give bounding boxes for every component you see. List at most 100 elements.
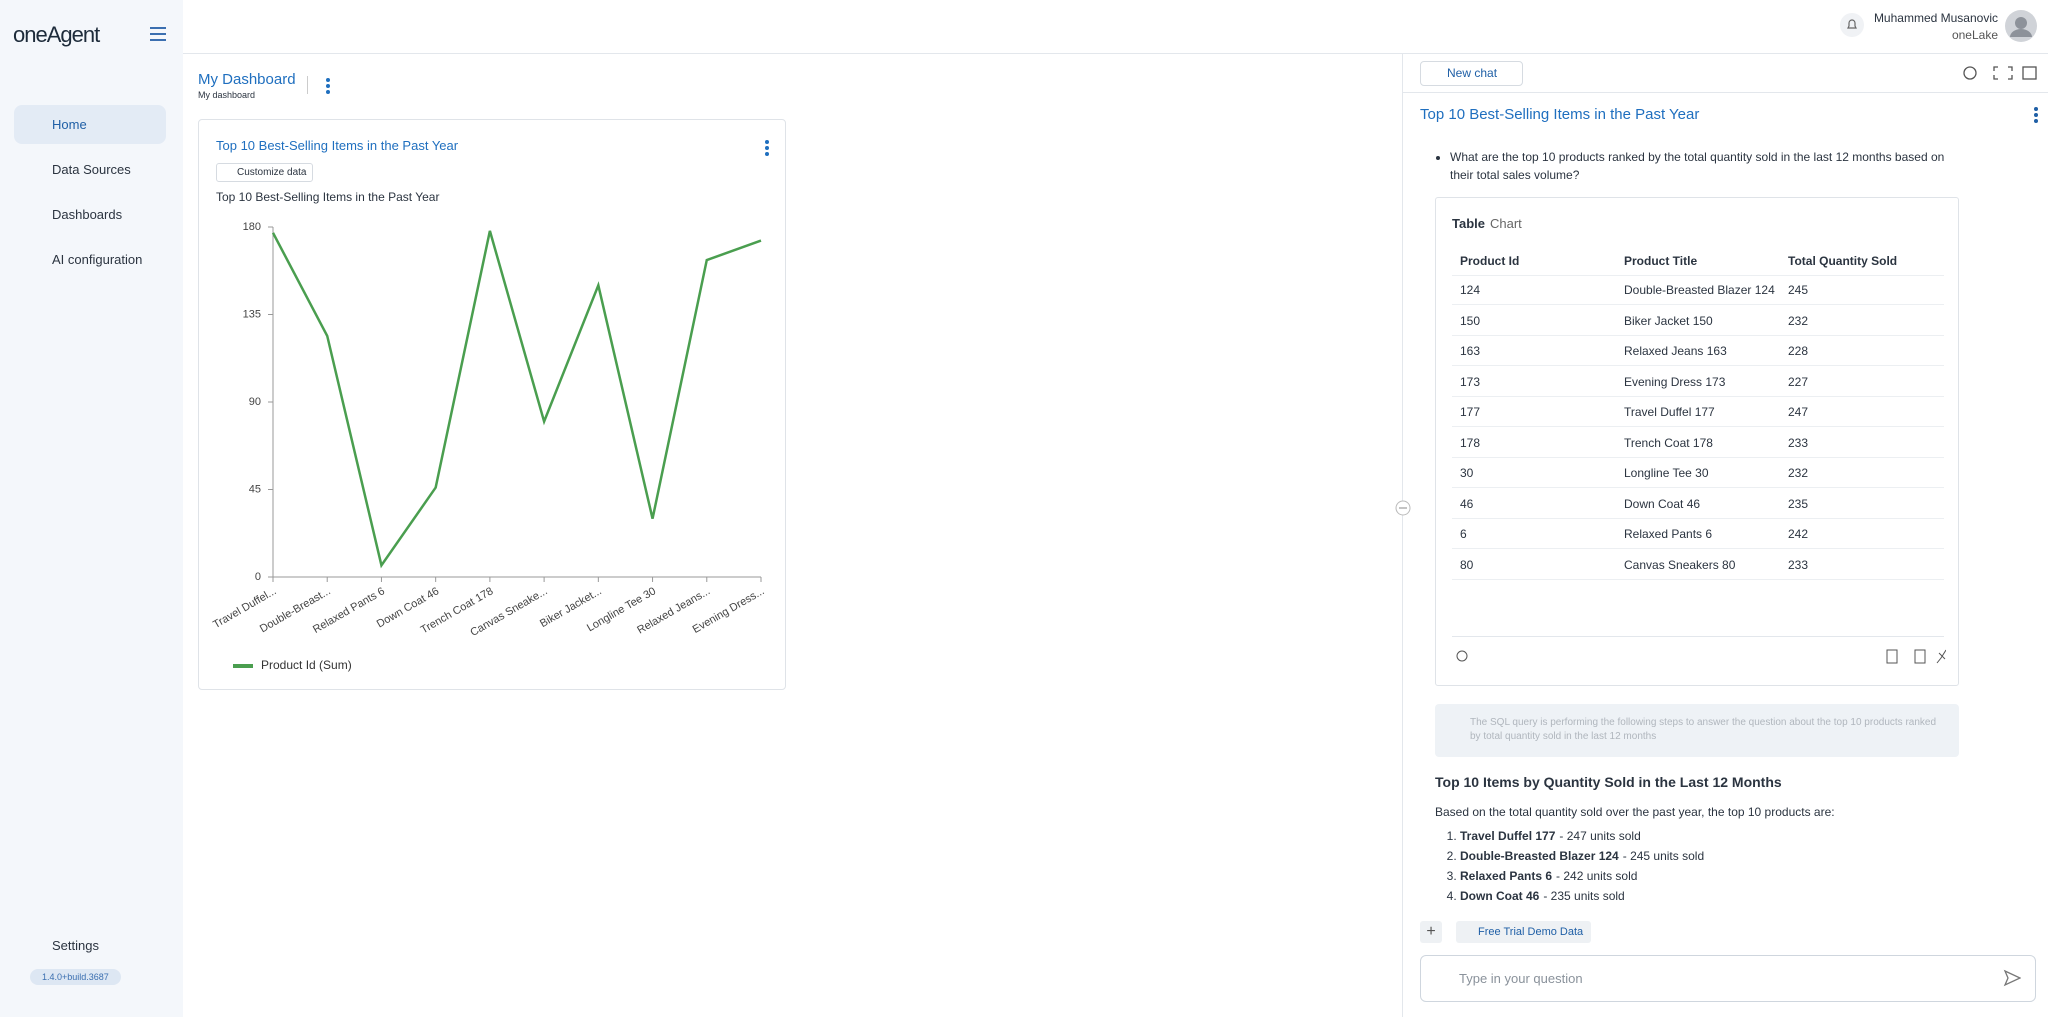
answer-item: Double-Breasted Blazer 124- 245 units so…: [1460, 846, 1704, 866]
chat-title: Top 10 Best-Selling Items in the Past Ye…: [1420, 106, 1700, 123]
table-cell: 245: [1788, 283, 1809, 297]
widget-title: Top 10 Best-Selling Items in the Past Ye…: [216, 138, 459, 153]
table-row: 150 Biker Jacket 150 232: [1452, 306, 1944, 336]
dashboard-subtitle: My dashboard: [198, 90, 256, 100]
sidebar: oneAgent Settings 1.4.0+build.3687 Home D…: [0, 0, 183, 1017]
table-cell: 6: [1460, 527, 1467, 541]
table-cell: 177: [1460, 405, 1481, 419]
dashboard-menu[interactable]: [322, 76, 334, 96]
card-footer-line: [1452, 636, 1944, 637]
widget-card: Top 10 Best-Selling Items in the Past Ye…: [198, 119, 786, 690]
column-header[interactable]: Product Title: [1624, 254, 1698, 268]
table-cell: 228: [1788, 344, 1809, 358]
new-chat-button[interactable]: New chat: [1420, 61, 1523, 86]
table-cell: Evening Dress 173: [1624, 374, 1726, 389]
nav-item[interactable]: Data Sources: [52, 162, 131, 177]
chat-menu[interactable]: [2030, 105, 2042, 125]
logo[interactable]: oneAgent: [13, 22, 100, 47]
tab-table[interactable]: Table: [1452, 216, 1485, 231]
avatar[interactable]: [2005, 10, 2037, 42]
panel-divider: [1402, 54, 1403, 1017]
table-row: 173 Evening Dress 173 227: [1452, 367, 1944, 397]
notification-icon[interactable]: [1839, 12, 1865, 38]
user-name: Muhammed Musanovic: [1873, 11, 1998, 25]
answer-item: Down Coat 46- 235 units sold: [1460, 886, 1704, 906]
table-cell: 30: [1460, 466, 1474, 480]
column-header[interactable]: Total Quantity Sold: [1788, 254, 1898, 268]
item-detail: - 245 units sold: [1622, 849, 1705, 863]
customize-button[interactable]: Customize data: [216, 163, 314, 182]
menu-icon[interactable]: [149, 26, 167, 42]
top-bar: Muhammed Musanovic oneLake: [183, 0, 2048, 54]
table-cell: 178: [1460, 435, 1481, 450]
y-tick-label: 90: [249, 396, 261, 408]
y-tick-label: 0: [255, 571, 261, 583]
settings-link[interactable]: Settings: [52, 938, 99, 953]
table-row: 163 Relaxed Jeans 163 228: [1452, 336, 1944, 366]
chat-input[interactable]: Type in your question: [1420, 955, 2036, 1002]
y-tick-label: 45: [249, 483, 261, 495]
table-row: 178 Trench Coat 178 233: [1452, 428, 1944, 458]
chart-title: Top 10 Best-Selling Items in the Past Ye…: [216, 190, 439, 204]
y-tick-label: 135: [243, 308, 261, 320]
chat-header-line: [1403, 92, 2048, 93]
nav-item[interactable]: Home: [14, 105, 166, 144]
legend-label: Product Id (Sum): [261, 658, 352, 672]
answer-intro: Based on the total quantity sold over th…: [1435, 805, 1835, 819]
dashboard-title: My Dashboard: [198, 71, 296, 88]
table-row: 124 Double-Breasted Blazer 124 245: [1452, 275, 1944, 305]
table-row: 6 Relaxed Pants 6 242: [1452, 519, 1944, 549]
table-cell: Biker Jacket 150: [1624, 313, 1713, 328]
table-cell: Canvas Sneakers 80: [1624, 557, 1736, 572]
table-cell: 233: [1788, 557, 1809, 572]
table-cell: Longline Tee 30: [1624, 466, 1709, 480]
table-cell: 242: [1788, 527, 1809, 541]
version-badge: 1.4.0+build.3687: [30, 969, 121, 985]
table-cell: Down Coat 46: [1624, 496, 1701, 511]
nav-item[interactable]: Dashboards: [52, 207, 123, 222]
table-row: 177 Travel Duffel 177 247: [1452, 397, 1944, 427]
answer-item: Travel Duffel 177- 247 units sold: [1460, 826, 1704, 846]
card-actions[interactable]: [1452, 647, 1946, 667]
item-detail: - 247 units sold: [1559, 829, 1641, 843]
table-cell: 233: [1788, 435, 1809, 450]
line-chart: Top 10 Best-Selling Items in the Past Ye…: [211, 190, 766, 672]
answer-item: Relaxed Pants 6- 242 units sold: [1460, 866, 1704, 886]
item-detail: - 242 units sold: [1556, 869, 1638, 883]
table-cell: 80: [1460, 557, 1474, 572]
table-header: Product Id Product Title Total Quantity So…: [1452, 246, 1944, 276]
table-cell: Trench Coat 178: [1624, 435, 1713, 450]
table-cell: Double-Breasted Blazer 124: [1624, 283, 1775, 297]
table-cell: 163: [1460, 344, 1481, 358]
column-header[interactable]: Product Id: [1460, 254, 1520, 268]
y-tick-label: 180: [243, 221, 261, 233]
table-cell: 46: [1460, 496, 1474, 511]
line-series: [271, 230, 762, 569]
table-cell: 150: [1460, 313, 1481, 328]
item-name: Relaxed Pants 6: [1460, 869, 1553, 883]
table-cell: 247: [1788, 405, 1809, 419]
sql-explanation[interactable]: The SQL query is performing the followin…: [1435, 704, 1959, 757]
nav-item[interactable]: AI configuration: [52, 252, 143, 267]
tab-chart[interactable]: Chart: [1490, 216, 1522, 231]
send-button[interactable]: [2003, 969, 2021, 987]
chat-tools[interactable]: [1962, 64, 2042, 82]
widget-menu[interactable]: [761, 138, 773, 158]
table-cell: Relaxed Pants 6: [1624, 527, 1713, 541]
user-question: What are the top 10 products ranked by t…: [1450, 148, 1960, 184]
table-cell: 235: [1788, 496, 1809, 511]
table-cell: 227: [1788, 374, 1809, 389]
resize-handle[interactable]: [1395, 500, 1411, 516]
item-name: Double-Breasted Blazer 124: [1460, 849, 1619, 863]
table-cell: 173: [1460, 374, 1481, 389]
answer-title: Top 10 Items by Quantity Sold in the Las…: [1435, 774, 1782, 790]
source-chip[interactable]: Free Trial Demo Data: [1456, 921, 1592, 943]
add-button[interactable]: +: [1420, 921, 1442, 943]
table-cell: 124: [1460, 283, 1481, 297]
table-row: 46 Down Coat 46 235: [1452, 489, 1944, 519]
item-name: Travel Duffel 177: [1460, 829, 1556, 843]
item-detail: - 235 units sold: [1543, 889, 1625, 903]
table-cell: Relaxed Jeans 163: [1624, 344, 1727, 358]
table-row: 30 Longline Tee 30 232: [1452, 458, 1944, 488]
table-row: 80 Canvas Sneakers 80 233: [1452, 550, 1944, 580]
